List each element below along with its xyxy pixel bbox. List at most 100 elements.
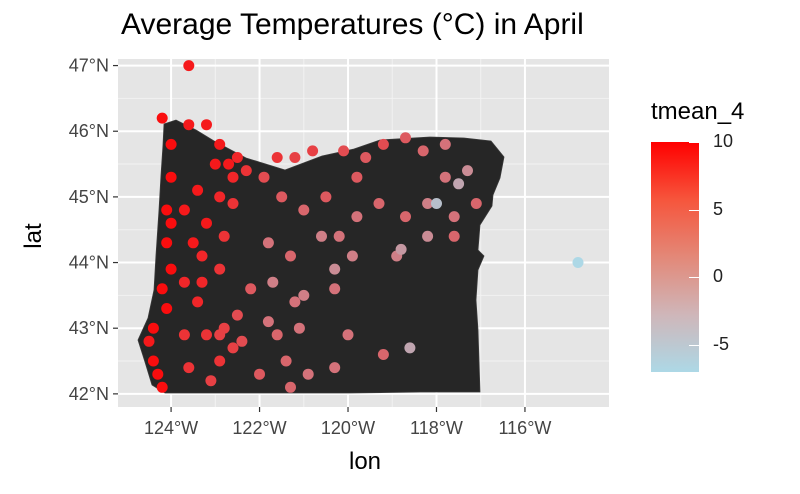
y-tick-label: 47°N: [69, 56, 109, 76]
station-point: [245, 283, 257, 295]
station-point: [147, 355, 159, 367]
station-point: [218, 322, 230, 334]
station-point: [395, 243, 407, 255]
station-point: [271, 152, 283, 163]
x-tick-label: 120°W: [321, 418, 375, 438]
legend-tick-mark: [689, 142, 699, 143]
station-point: [329, 362, 341, 374]
station-point: [143, 335, 155, 347]
station-point: [285, 381, 296, 393]
station-point: [183, 362, 195, 374]
station-point: [431, 198, 442, 209]
station-point: [218, 230, 230, 242]
station-point: [417, 145, 429, 157]
station-point: [156, 283, 168, 295]
station-point: [201, 329, 212, 341]
station-point: [214, 263, 226, 275]
station-point: [227, 171, 239, 183]
legend-colorbar: [651, 142, 699, 372]
station-point: [231, 152, 243, 163]
station-point: [316, 230, 327, 242]
station-point: [289, 296, 301, 308]
station-point: [320, 191, 332, 203]
station-point: [236, 335, 248, 347]
station-point: [196, 276, 208, 288]
station-point: [152, 368, 164, 380]
station-point: [214, 355, 226, 367]
station-point: [156, 112, 168, 124]
x-tick-label: 124°W: [144, 418, 198, 438]
station-point: [262, 237, 274, 249]
y-tick-label: 42°N: [69, 384, 109, 404]
station-point: [298, 289, 310, 301]
station-point: [209, 158, 221, 170]
station-point: [400, 132, 411, 144]
station-point: [351, 211, 363, 223]
station-point: [196, 250, 208, 262]
station-point: [373, 198, 385, 209]
station-point: [280, 355, 292, 367]
station-point: [351, 171, 363, 183]
station-point: [422, 230, 434, 242]
legend-tick-label: 5: [713, 198, 724, 219]
station-point: [165, 138, 177, 150]
station-point: [178, 329, 190, 341]
station-point: [271, 329, 283, 341]
station-point: [439, 171, 451, 183]
station-point: [333, 230, 345, 242]
station-point: [338, 145, 350, 157]
station-point: [448, 230, 460, 242]
station-point: [183, 119, 195, 131]
station-point: [165, 217, 177, 229]
oregon-basemap: [137, 119, 505, 394]
station-point: [147, 322, 159, 334]
station-point: [470, 198, 482, 209]
station-point: [205, 375, 217, 387]
station-point: [156, 381, 168, 393]
station-point: [240, 165, 252, 177]
station-point: [285, 250, 296, 262]
station-point: [377, 138, 389, 150]
chart-title: Average Temperatures (°C) in April: [121, 8, 584, 41]
y-tick-label: 46°N: [69, 121, 109, 141]
station-point: [161, 237, 173, 249]
x-tick-label: 116°W: [499, 418, 552, 438]
x-tick-label: 118°W: [410, 418, 463, 438]
station-point: [262, 316, 274, 328]
legend-tick-label: -5: [713, 333, 730, 354]
station-point: [267, 276, 279, 288]
station-point: [183, 60, 195, 72]
station-point: [342, 329, 354, 341]
station-point: [214, 191, 226, 203]
station-point: [422, 198, 434, 209]
station-point: [439, 138, 451, 150]
station-point: [227, 198, 239, 209]
station-point: [404, 342, 416, 354]
station-point: [201, 119, 212, 131]
station-point: [214, 138, 226, 150]
station-point: [360, 152, 372, 163]
legend-tick-mark: [689, 277, 699, 279]
x-tick-label: 122°W: [232, 418, 286, 438]
y-tick-label: 43°N: [69, 318, 109, 338]
station-point: [187, 237, 199, 249]
y-tick-label: 45°N: [69, 187, 109, 207]
x-axis-label: lon: [348, 448, 382, 475]
station-point: [298, 204, 310, 216]
legend-tick-label: 10: [713, 131, 734, 151]
station-point: [307, 145, 319, 157]
station-point: [293, 322, 305, 334]
station-point: [254, 368, 265, 380]
station-point: [346, 250, 358, 262]
station-point: [276, 191, 288, 203]
station-point: [192, 184, 204, 196]
station-point: [165, 171, 177, 183]
legend-tick-mark: [689, 209, 699, 211]
legend-tick-label: 0: [713, 266, 724, 287]
station-point: [258, 171, 270, 183]
station-point: [178, 204, 190, 216]
station-point: [289, 152, 301, 163]
axis-ticks: 124°W 122°W 120°W 118°W 116°W 42°N 43°N 44°N 45°…: [69, 56, 552, 438]
station-point: [400, 211, 411, 223]
